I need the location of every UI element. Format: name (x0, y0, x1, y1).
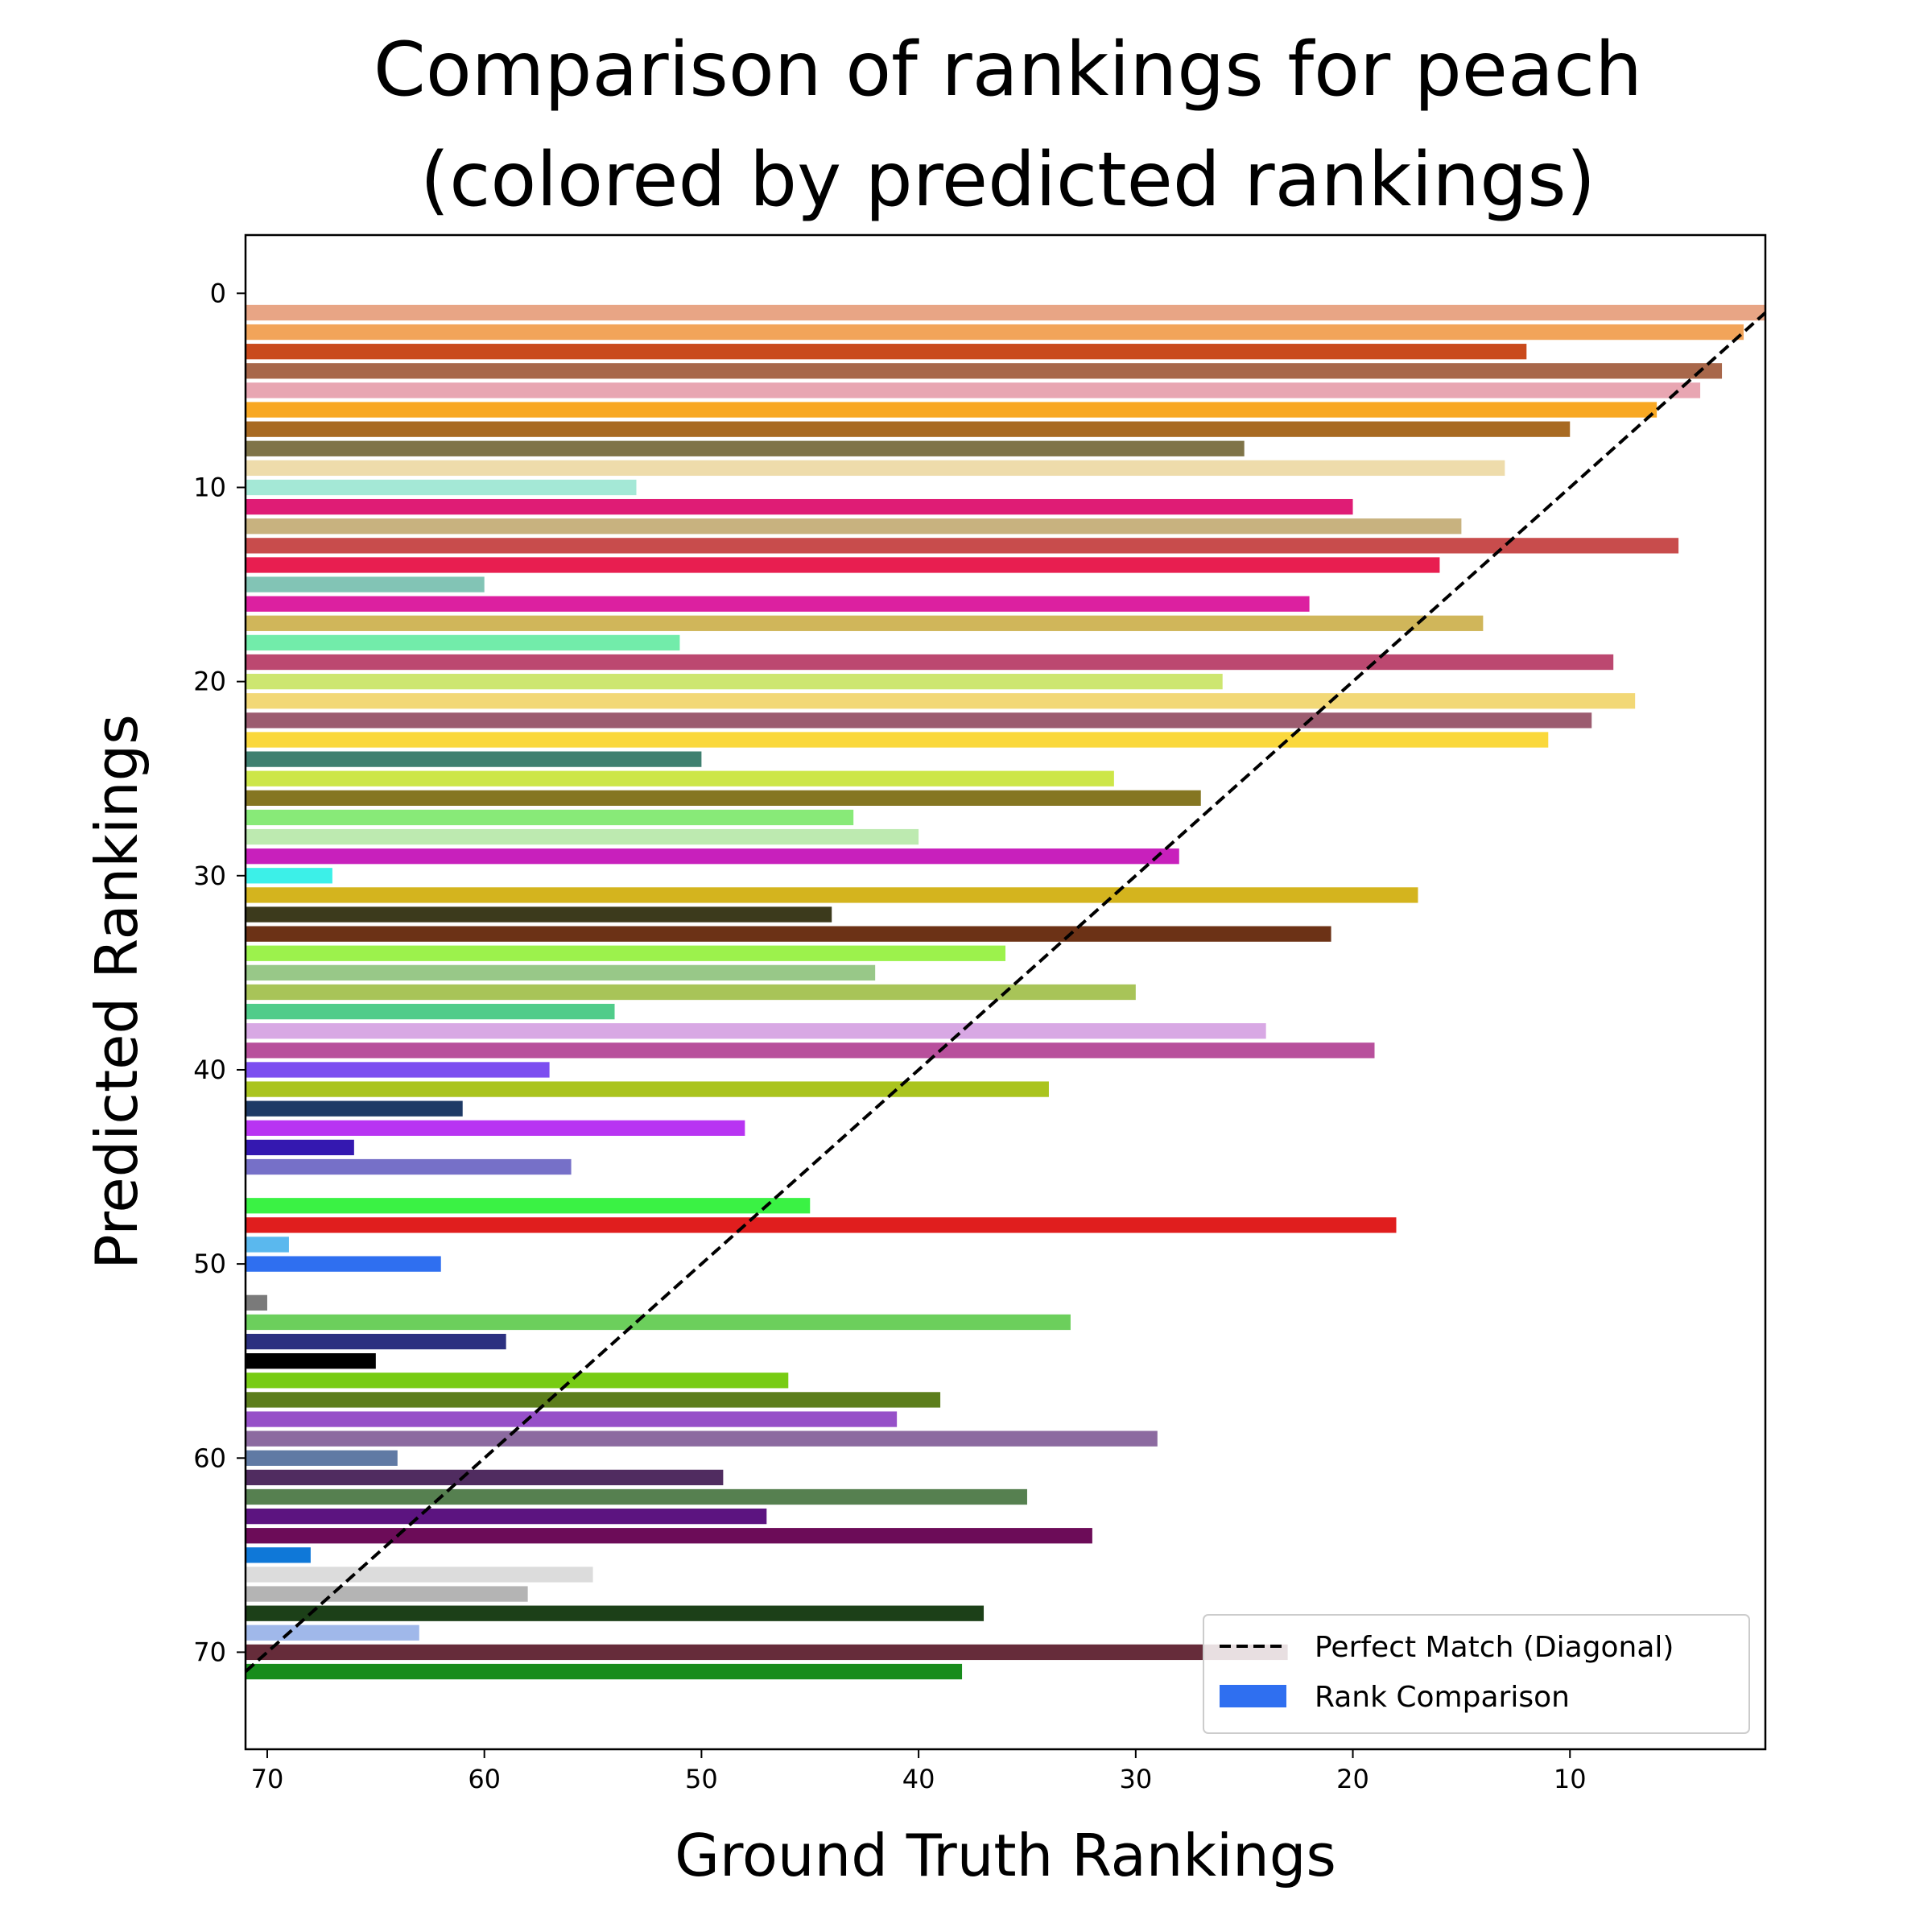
bar-predicted-2 (246, 324, 1744, 341)
tick-group: 70 60 50 40 30 20 10 0 10 20 30 40 50 60 70 (193, 278, 1586, 1794)
bar-predicted-33 (246, 926, 1331, 942)
bar-predicted-19 (246, 654, 1614, 671)
diagonal-perfect-match-line (244, 311, 1767, 1674)
plot-frame (244, 233, 1767, 1751)
bar-predicted-43 (246, 1120, 745, 1136)
bar-predicted-42 (246, 1100, 463, 1117)
bar-predicted-10 (246, 479, 637, 496)
legend-label-rank-comparison: Rank Comparison (1315, 1681, 1570, 1714)
x-tick-label-20: 20 (1336, 1764, 1369, 1794)
bar-predicted-25 (246, 770, 1114, 786)
bar-predicted-67 (246, 1586, 528, 1602)
bar-predicted-3 (246, 344, 1527, 360)
bar-predicted-28 (246, 828, 919, 845)
bar-predicted-62 (246, 1488, 1027, 1505)
bar-predicted-39 (246, 1042, 1375, 1059)
bar-predicted-59 (246, 1430, 1158, 1447)
bar-predicted-8 (246, 440, 1245, 456)
y-tick-label-70: 70 (193, 1637, 226, 1667)
bar-predicted-41 (246, 1081, 1049, 1097)
bar-predicted-69 (246, 1624, 419, 1641)
x-tick-label-30: 30 (1119, 1764, 1152, 1794)
x-tick-label-60: 60 (468, 1764, 501, 1794)
bar-predicted-40 (246, 1062, 550, 1078)
bar-predicted-7 (246, 421, 1571, 437)
bar-predicted-36 (246, 984, 1136, 1001)
bar-predicted-71 (246, 1663, 963, 1680)
bar-predicted-35 (246, 964, 876, 981)
bar-predicted-26 (246, 790, 1201, 806)
bar-predicted-1 (246, 304, 1765, 321)
bar-predicted-70 (246, 1644, 1288, 1661)
bar-predicted-5 (246, 382, 1701, 398)
bar-predicted-65 (246, 1547, 311, 1563)
bar-predicted-17 (246, 615, 1484, 631)
bar-predicted-56 (246, 1373, 789, 1389)
y-tick-label-50: 50 (193, 1249, 226, 1279)
bar-predicted-64 (246, 1528, 1092, 1544)
x-tick-label-70: 70 (251, 1764, 284, 1794)
bar-predicted-50 (246, 1256, 441, 1272)
legend-patch-swatch (1220, 1685, 1286, 1707)
bar-predicted-47 (246, 1198, 811, 1214)
bar-predicted-27 (246, 809, 854, 826)
bar-predicted-9 (246, 460, 1505, 477)
bar-predicted-21 (246, 693, 1636, 709)
bar-predicted-44 (246, 1139, 354, 1156)
bar-predicted-18 (246, 634, 680, 651)
bar-predicted-22 (246, 712, 1592, 729)
bar-predicted-32 (246, 906, 832, 923)
bar-predicted-24 (246, 751, 702, 767)
bar-predicted-15 (246, 576, 485, 592)
bar-predicted-45 (246, 1158, 572, 1175)
bar-predicted-13 (246, 538, 1679, 554)
legend: Perfect Match (Diagonal) Rank Comparison (1203, 1614, 1750, 1734)
legend-frame (1203, 1614, 1750, 1734)
bar-predicted-55 (246, 1353, 376, 1369)
bar-predicted-66 (246, 1567, 593, 1583)
diagonal-group (244, 311, 1767, 1674)
y-tick-label-0: 0 (210, 278, 226, 308)
bar-predicted-61 (246, 1469, 724, 1486)
bar-predicted-14 (246, 557, 1440, 573)
bar-predicted-38 (246, 1023, 1266, 1039)
bar-predicted-16 (246, 596, 1310, 612)
chart-title-line-1: Comparison of rankings for peach (374, 26, 1642, 113)
x-tick-label-50: 50 (685, 1764, 718, 1794)
bar-predicted-58 (246, 1411, 898, 1427)
y-axis-label: Predicted Rankings (83, 714, 151, 1269)
bar-predicted-34 (246, 945, 1005, 961)
bar-predicted-68 (246, 1605, 985, 1621)
bar-predicted-11 (246, 498, 1353, 515)
x-axis-label: Ground Truth Rankings (675, 1822, 1336, 1889)
bar-predicted-30 (246, 868, 332, 884)
x-tick-label-40: 40 (902, 1764, 935, 1794)
bar-predicted-54 (246, 1333, 506, 1350)
y-tick-label-40: 40 (193, 1055, 226, 1085)
bar-predicted-63 (246, 1508, 767, 1525)
bar-predicted-52 (246, 1294, 267, 1311)
bar-predicted-23 (246, 732, 1549, 748)
bar-predicted-31 (246, 887, 1418, 903)
bar-predicted-48 (246, 1217, 1397, 1233)
bar-predicted-37 (246, 1003, 615, 1020)
bar-predicted-53 (246, 1314, 1071, 1331)
bar-predicted-60 (246, 1450, 398, 1466)
bar-predicted-57 (246, 1392, 941, 1408)
y-tick-label-10: 10 (193, 473, 226, 503)
bar-predicted-4 (246, 363, 1723, 379)
bar-predicted-29 (246, 848, 1179, 865)
y-tick-label-20: 20 (193, 667, 226, 697)
bar-group (246, 304, 1765, 1680)
legend-label-perfect-match: Perfect Match (Diagonal) (1315, 1631, 1674, 1664)
x-tick-label-10: 10 (1554, 1764, 1587, 1794)
bar-predicted-6 (246, 402, 1657, 418)
bar-predicted-12 (246, 518, 1462, 535)
bar-predicted-20 (246, 674, 1223, 690)
bar-predicted-49 (246, 1236, 289, 1253)
chart-title-line-2: (colored by predicted rankings) (420, 136, 1596, 223)
y-tick-label-30: 30 (193, 861, 226, 891)
y-tick-label-60: 60 (193, 1443, 226, 1473)
